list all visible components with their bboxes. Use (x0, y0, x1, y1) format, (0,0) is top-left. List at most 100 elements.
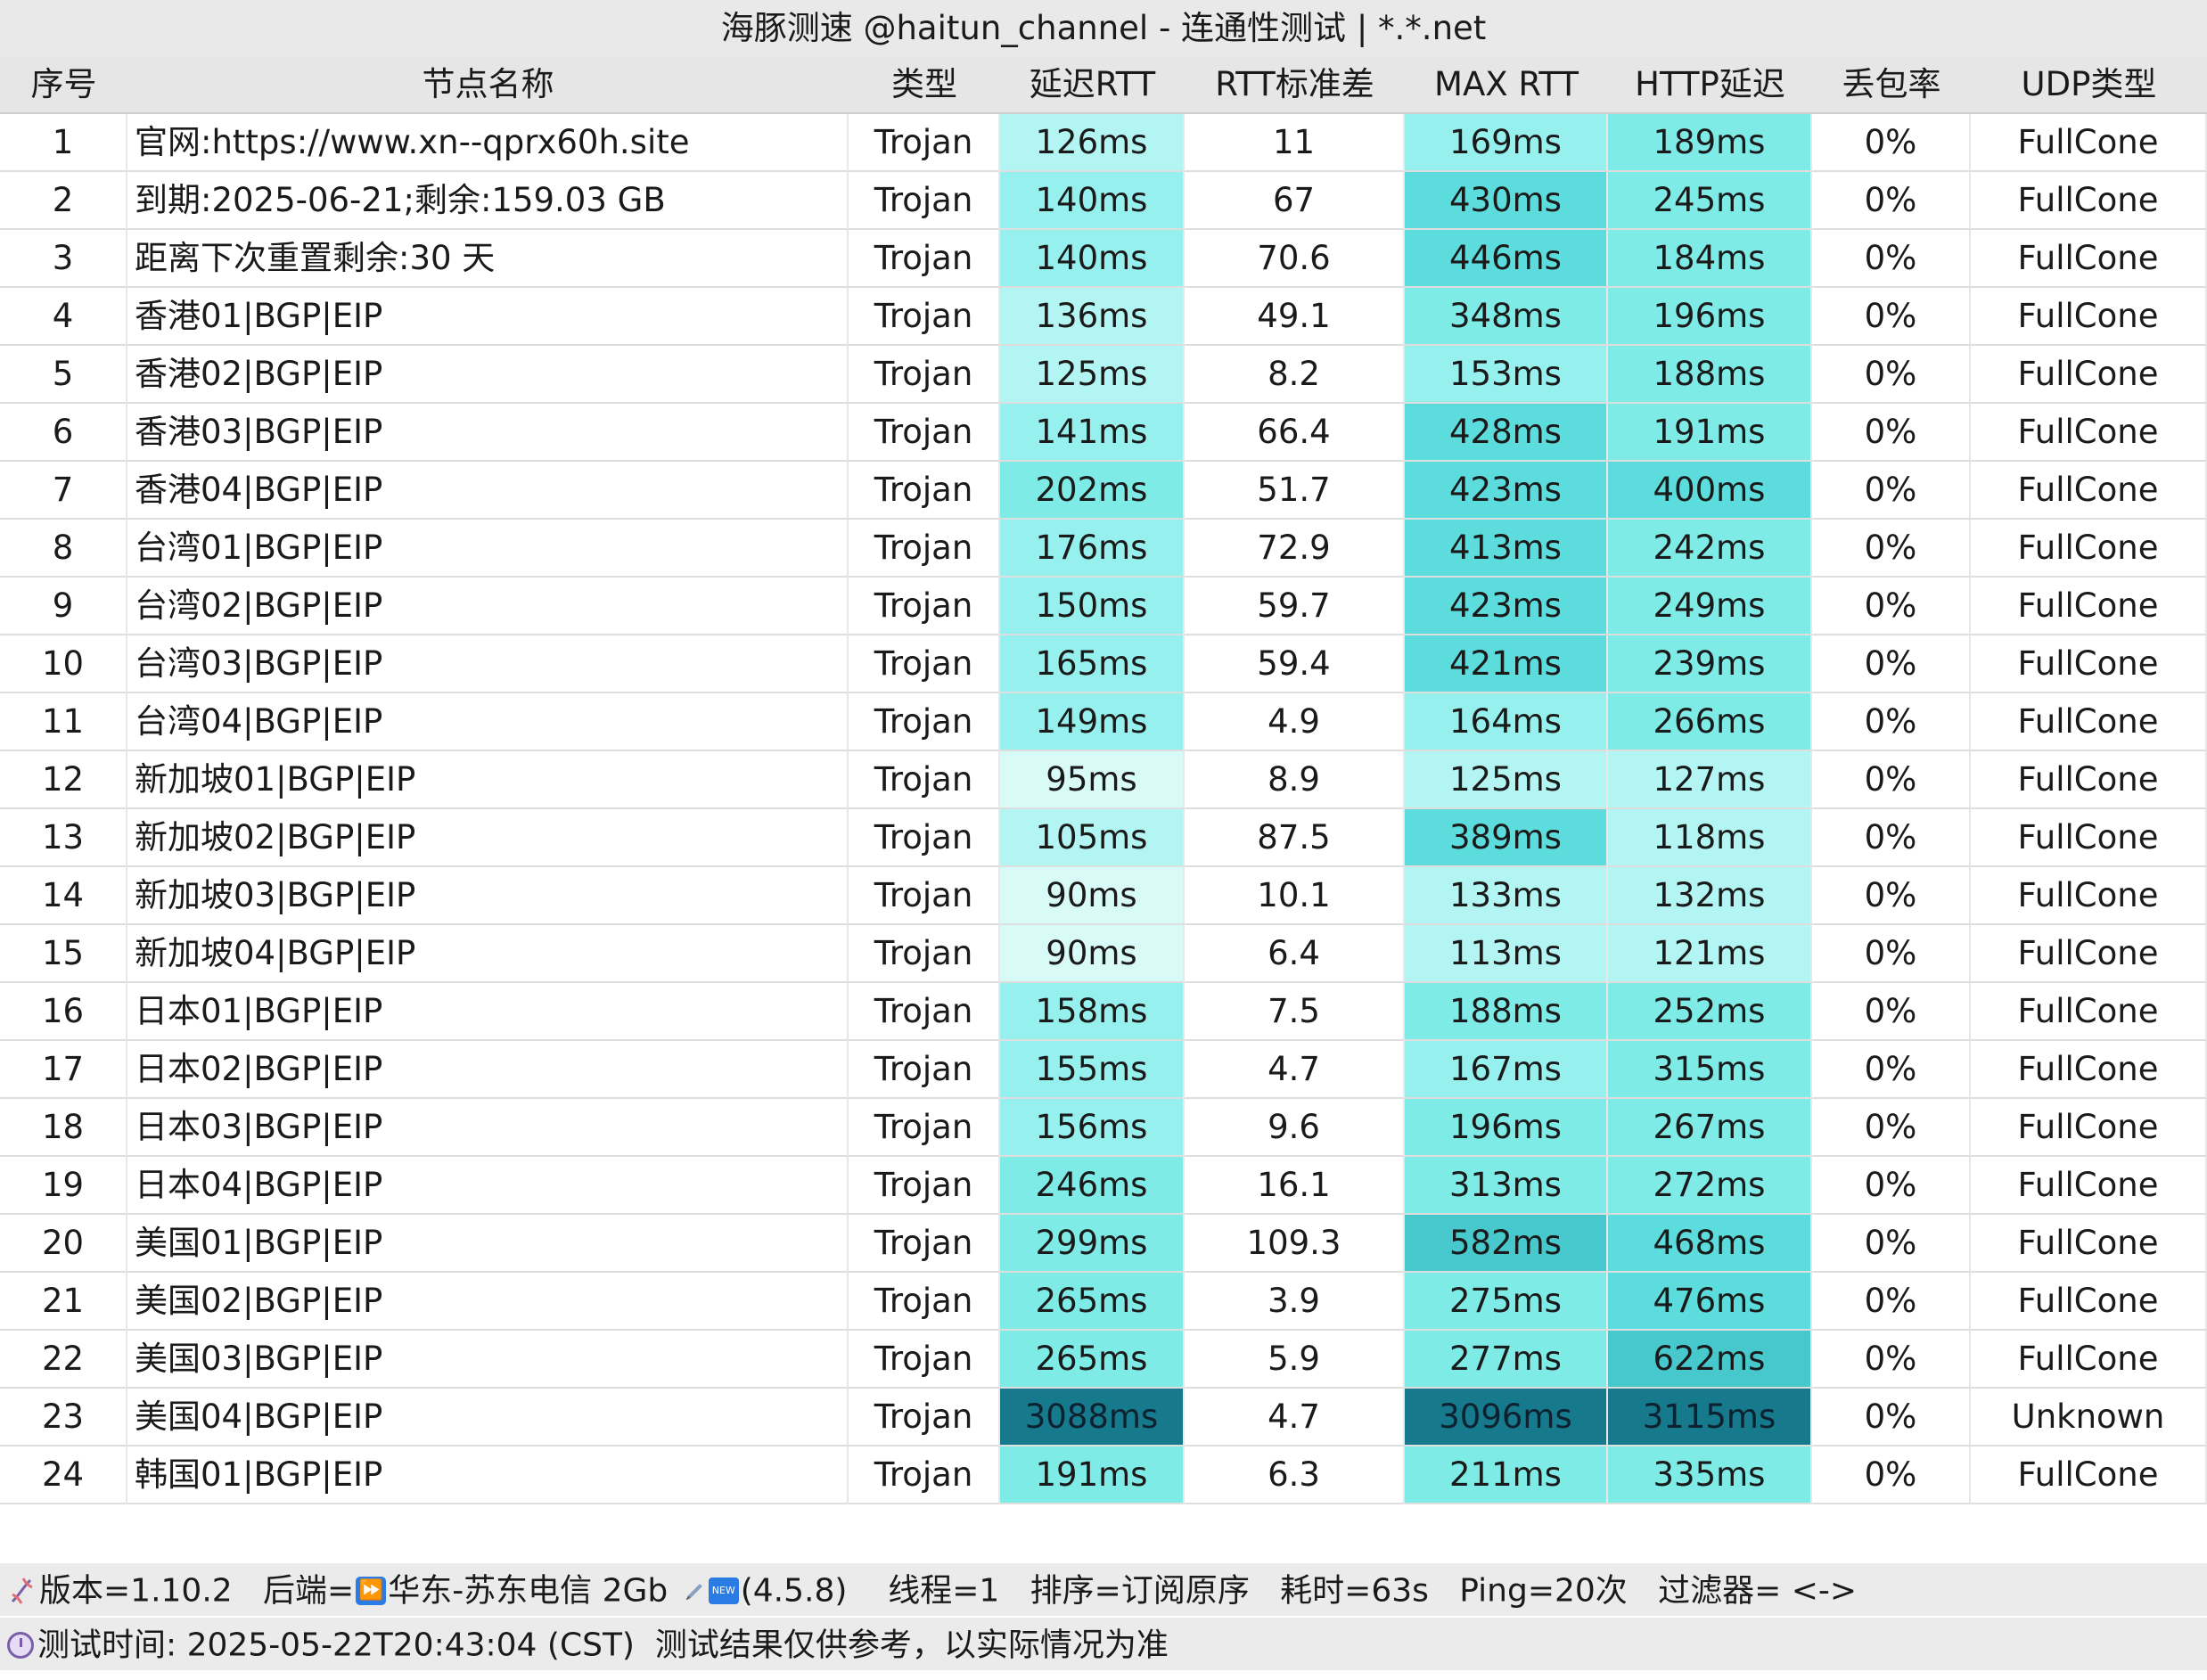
cell-index: 5 (0, 346, 127, 404)
cell-type: Trojan (849, 1446, 1000, 1504)
cell-http-latency: 196ms (1608, 288, 1812, 346)
cell-packet-loss: 0% (1812, 520, 1971, 578)
cell-type: Trojan (849, 288, 1000, 346)
cell-http-latency: 239ms (1608, 635, 1812, 693)
cell-rtt-stddev: 51.7 (1185, 462, 1405, 520)
header-max-rtt[interactable]: MAX RTT (1405, 56, 1608, 114)
cell-type: Trojan (849, 1389, 1000, 1446)
cell-packet-loss: 0% (1812, 404, 1971, 462)
status-bar-time: 测试时间: 2025-05-22T20:43:04 (CST) 测试结果仅供参考… (0, 1618, 2207, 1670)
cell-index: 24 (0, 1446, 127, 1504)
cell-http-latency: 118ms (1608, 809, 1812, 867)
clock-icon (7, 1632, 34, 1659)
cell-packet-loss: 0% (1812, 983, 1971, 1041)
cell-udp-type: FullCone (1971, 1041, 2207, 1099)
cell-packet-loss: 0% (1812, 809, 1971, 867)
header-type[interactable]: 类型 (849, 56, 1000, 114)
cell-packet-loss: 0% (1812, 635, 1971, 693)
cell-node-name: 日本02|BGP|EIP (127, 1041, 849, 1099)
header-index[interactable]: 序号 (0, 56, 127, 114)
cell-max-rtt: 348ms (1405, 288, 1608, 346)
cell-rtt-stddev: 4.7 (1185, 1389, 1405, 1446)
cell-node-name: 香港01|BGP|EIP (127, 288, 849, 346)
header-packet-loss[interactable]: 丢包率 (1812, 56, 1971, 114)
cell-node-name: 美国04|BGP|EIP (127, 1389, 849, 1446)
cell-packet-loss: 0% (1812, 1446, 1971, 1504)
test-time-text: 测试时间: 2025-05-22T20:43:04 (CST) (37, 1627, 635, 1664)
header-rtt-stddev[interactable]: RTT标准差 (1185, 56, 1405, 114)
cell-latency-rtt: 141ms (1000, 404, 1185, 462)
cell-index: 6 (0, 404, 127, 462)
cell-max-rtt: 113ms (1405, 925, 1608, 983)
cell-rtt-stddev: 70.6 (1185, 230, 1405, 288)
cell-max-rtt: 196ms (1405, 1099, 1608, 1157)
cell-type: Trojan (849, 1157, 1000, 1215)
results-table: 序号 节点名称 类型 延迟RTT RTT标准差 MAX RTT HTTP延迟 丢… (0, 56, 2207, 1504)
cell-type: Trojan (849, 462, 1000, 520)
cell-max-rtt: 423ms (1405, 462, 1608, 520)
header-udp-type[interactable]: UDP类型 (1971, 56, 2207, 114)
cell-udp-type: FullCone (1971, 1157, 2207, 1215)
cell-node-name: 香港02|BGP|EIP (127, 346, 849, 404)
cell-packet-loss: 0% (1812, 925, 1971, 983)
cell-max-rtt: 582ms (1405, 1215, 1608, 1273)
cell-node-name: 韩国01|BGP|EIP (127, 1446, 849, 1504)
cell-index: 23 (0, 1389, 127, 1446)
cell-index: 22 (0, 1331, 127, 1389)
cell-type: Trojan (849, 346, 1000, 404)
cell-type: Trojan (849, 172, 1000, 230)
cell-udp-type: FullCone (1971, 1215, 2207, 1273)
cell-index: 16 (0, 983, 127, 1041)
cell-max-rtt: 153ms (1405, 346, 1608, 404)
cell-index: 11 (0, 693, 127, 751)
cell-packet-loss: 0% (1812, 693, 1971, 751)
cell-max-rtt: 313ms (1405, 1157, 1608, 1215)
cell-packet-loss: 0% (1812, 172, 1971, 230)
cell-max-rtt: 421ms (1405, 635, 1608, 693)
cell-udp-type: FullCone (1971, 751, 2207, 809)
sort-text: 排序=订阅原序 (1030, 1572, 1250, 1610)
cell-node-name: 美国01|BGP|EIP (127, 1215, 849, 1273)
cell-udp-type: FullCone (1971, 809, 2207, 867)
ping-text: Ping=20次 (1459, 1572, 1628, 1610)
cell-udp-type: FullCone (1971, 635, 2207, 693)
cell-udp-type: FullCone (1971, 693, 2207, 751)
cell-max-rtt: 446ms (1405, 230, 1608, 288)
cell-index: 19 (0, 1157, 127, 1215)
header-http-latency[interactable]: HTTP延迟 (1608, 56, 1812, 114)
version-text: 版本=1.10.2 (39, 1572, 233, 1610)
cell-rtt-stddev: 87.5 (1185, 809, 1405, 867)
filter-text: 过滤器= <-> (1658, 1572, 1858, 1610)
cell-node-name: 美国02|BGP|EIP (127, 1273, 849, 1331)
cell-index: 8 (0, 520, 127, 578)
cell-packet-loss: 0% (1812, 1389, 1971, 1446)
cell-latency-rtt: 246ms (1000, 1157, 1185, 1215)
cell-udp-type: FullCone (1971, 288, 2207, 346)
cell-type: Trojan (849, 1099, 1000, 1157)
cell-latency-rtt: 176ms (1000, 520, 1185, 578)
cell-latency-rtt: 155ms (1000, 1041, 1185, 1099)
cell-http-latency: 267ms (1608, 1099, 1812, 1157)
cell-node-name: 新加坡03|BGP|EIP (127, 867, 849, 925)
cell-rtt-stddev: 6.3 (1185, 1446, 1405, 1504)
new-badge-icon: NEW (708, 1578, 739, 1604)
cell-packet-loss: 0% (1812, 1099, 1971, 1157)
cell-latency-rtt: 90ms (1000, 925, 1185, 983)
cell-http-latency: 245ms (1608, 172, 1812, 230)
cell-udp-type: FullCone (1971, 346, 2207, 404)
header-node-name[interactable]: 节点名称 (127, 56, 849, 114)
header-latency-rtt[interactable]: 延迟RTT (1000, 56, 1185, 114)
cell-node-name: 台湾01|BGP|EIP (127, 520, 849, 578)
cell-rtt-stddev: 9.6 (1185, 1099, 1405, 1157)
cell-http-latency: 249ms (1608, 578, 1812, 635)
cell-type: Trojan (849, 520, 1000, 578)
cell-rtt-stddev: 67 (1185, 172, 1405, 230)
cell-http-latency: 252ms (1608, 983, 1812, 1041)
cell-max-rtt: 428ms (1405, 404, 1608, 462)
cell-rtt-stddev: 72.9 (1185, 520, 1405, 578)
cell-type: Trojan (849, 635, 1000, 693)
cell-node-name: 官网:https://www.xn--qprx60h.site (127, 114, 849, 172)
syringe-icon (685, 1584, 702, 1601)
cell-index: 10 (0, 635, 127, 693)
cell-latency-rtt: 150ms (1000, 578, 1185, 635)
